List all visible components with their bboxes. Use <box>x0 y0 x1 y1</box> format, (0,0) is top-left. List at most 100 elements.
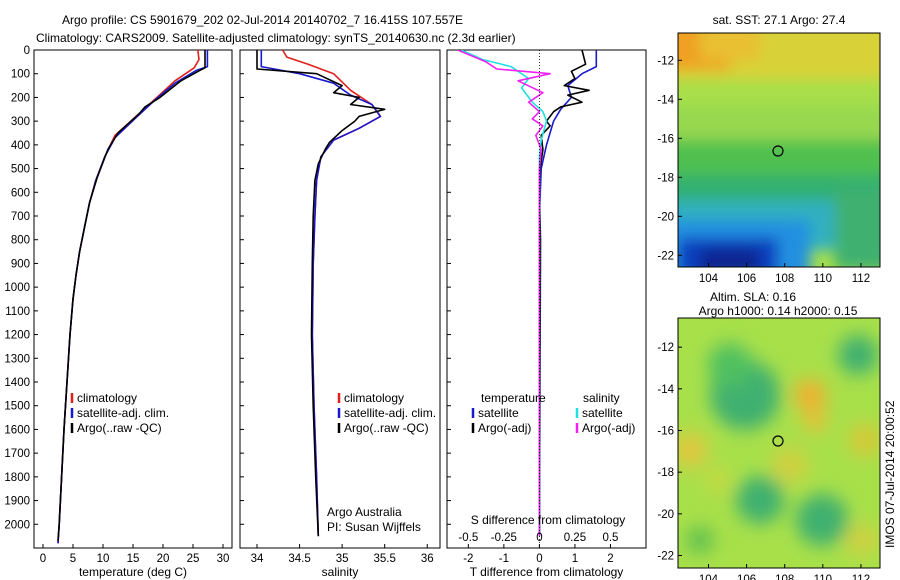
figure-title-line2: Climatology: CARS2009. Satellite-adjuste… <box>36 31 516 45</box>
sla-map-ytick-label: -18 <box>657 467 674 479</box>
temperature-profile-series-group <box>57 50 209 544</box>
sst-map-ytick-label: -20 <box>657 211 674 223</box>
salinity-profile-frame <box>239 49 441 549</box>
temperature-profile-ytick-label: 800 <box>11 235 30 247</box>
difference-profile-xtick-label: -2 <box>463 553 473 565</box>
temperature-profile-ytick-label: 400 <box>11 140 30 152</box>
sla-map-xtick-label: 104 <box>699 574 719 580</box>
sst-map-xtick-label: 110 <box>814 273 832 285</box>
salinity-legend-label: Argo(..raw -QC) <box>344 421 429 435</box>
salinity-profile-xtick-label: 34 <box>251 553 264 565</box>
temperature-profile-xtick-label: 20 <box>157 553 170 565</box>
temperature-profile-xtick-label: 10 <box>97 553 110 565</box>
sst-map: 104 106 108 110 112 -12 -14 -16 -18 -20 -22 <box>657 32 881 285</box>
sla-map: 104 106 108 110 112 -12 -14 -16 -18 -20 -22 <box>657 317 881 580</box>
sst-map-ytick-label: -16 <box>657 133 674 145</box>
salinity-profile-xtick-label: 36 <box>421 553 434 565</box>
sst-map-ytick-label: -12 <box>657 55 674 67</box>
temperature-profile-ytick-label: 1000 <box>4 282 30 294</box>
difference-salinity-legend-label: Argo(-adj) <box>582 421 635 435</box>
temperature-profile-ytick-label: 200 <box>11 92 30 104</box>
temperature-profile-xtick-label: 5 <box>70 553 76 565</box>
temperature-profile-ytick-label: 1500 <box>4 401 30 413</box>
difference-salinity-legend-label: satellite <box>582 406 623 420</box>
sla-map-xtick-label: 106 <box>737 574 756 580</box>
temperature-profile-ytick-label: 900 <box>11 258 30 270</box>
temperature-profile-ytick-label: 700 <box>11 211 30 223</box>
difference-legend-header-salinity: salinity <box>583 391 620 405</box>
temperature-profile-ytick-label: 0 <box>24 45 30 57</box>
sla-map-xtick-label: 110 <box>814 574 832 580</box>
sst-map-xtick-label: 112 <box>852 273 870 285</box>
difference-temperature-legend-label: satellite <box>478 406 519 420</box>
temperature-profile-xtick-label: 0 <box>40 553 46 565</box>
sla-map-ytick-label: -12 <box>657 342 674 354</box>
temperature-profile-ytick-label: 1900 <box>4 496 30 508</box>
temperature-profile-ytick-label: 300 <box>11 116 30 128</box>
difference-profile-series-3 <box>457 50 551 537</box>
salinity-profile-xtick-label: 35 <box>336 553 349 565</box>
sla-map-ytick-label: -14 <box>657 384 674 396</box>
difference-profile-series-1 <box>538 50 590 537</box>
sst-map-xtick-label: 104 <box>699 273 719 285</box>
temperature-profile-series-2 <box>57 50 206 541</box>
difference-profile-xtick-label: -1 <box>499 553 509 565</box>
salinity-annotation-line1: Argo Australia <box>327 505 402 519</box>
temperature-profile-ytick-label: 1300 <box>4 353 30 365</box>
sla-map-ytick-label: -16 <box>657 426 674 438</box>
imos-stamp: IMOS 07-Jul-2014 20:00:52 <box>883 400 897 548</box>
temperature-panel: 0 5 10 15 20 25 300100200300400500600700800900… <box>4 45 233 579</box>
difference-profile-xtick-label: 0 <box>536 553 542 565</box>
sst-argo-marker <box>772 145 784 157</box>
salinity-profile-xtick-label: 35.5 <box>373 553 395 565</box>
difference-panel: -2 -0.5 -1 -0.25 0 0 1 0.25 2 0.5 T difference fro… <box>446 49 647 579</box>
sst-map-title: sat. SST: 27.1 Argo: 27.4 <box>713 13 846 27</box>
difference-profile-stick-label: -0.25 <box>491 532 517 544</box>
difference-profile-xtick-label: 2 <box>607 553 613 565</box>
temperature-profile-ytick-label: 500 <box>11 164 30 176</box>
sla-map-xtick-label: 112 <box>852 574 870 580</box>
temperature-profile-xtick-label: 15 <box>127 553 140 565</box>
temperature-profile-ytick-label: 600 <box>11 187 30 199</box>
temperature-profile-ytick-label: 100 <box>11 69 30 81</box>
temperature-profile-xtick-label: 30 <box>217 553 230 565</box>
difference-top-xlabel: S difference from climatology <box>471 513 626 527</box>
salinity-annotation-line2: PI: Susan Wijffels <box>327 520 421 534</box>
difference-legend-header-temperature: temperature <box>481 391 546 405</box>
sla-map-xtick-label: 108 <box>775 574 794 580</box>
temperature-profile-ytick-label: 1400 <box>4 377 30 389</box>
salinity-profile-xtick-label: 34.5 <box>288 553 310 565</box>
difference-profile-series-0 <box>538 50 598 537</box>
temperature-profile-frame <box>33 49 233 549</box>
sla-map-title-line2: Argo h1000: 0.14 h2000: 0.15 <box>699 304 858 318</box>
sst-map-ytick-label: -18 <box>657 172 674 184</box>
salinity-profile-series-0 <box>281 50 382 537</box>
difference-profile-frame <box>446 49 647 549</box>
temperature-profile-ytick-label: 1600 <box>4 424 30 436</box>
difference-profile-series-group <box>457 50 598 537</box>
sla-map-ytick-label: -22 <box>657 551 674 563</box>
salinity-legend-label: satellite-adj. clim. <box>344 406 436 420</box>
salinity-profile-series-1 <box>260 50 382 537</box>
salinity-legend-label: climatology <box>344 391 404 405</box>
sst-map-ytick-label: -14 <box>657 94 674 106</box>
difference-profile-stick-label: 0.25 <box>564 532 586 544</box>
figure-title-line1: Argo profile: CS 5901679_202 02-Jul-2014… <box>62 13 463 27</box>
sst-map-xtick-label: 108 <box>775 273 794 285</box>
temperature-profile-ytick-label: 1700 <box>4 448 30 460</box>
temperature-profile-ytick-label: 1800 <box>4 472 30 484</box>
difference-profile-series-2 <box>460 50 548 537</box>
temperature-profile-xlabel: temperature (deg C) <box>79 565 187 579</box>
temperature-profile-series-1 <box>57 50 209 544</box>
sst-map-xtick-label: 106 <box>737 273 756 285</box>
salinity-panel: 34 34.5 35 35.5 36 salinity climatologysatelli… <box>239 49 441 579</box>
salinity-profile-xlabel: salinity <box>322 565 359 579</box>
sst-map-ytick-label: -22 <box>657 250 674 262</box>
temperature-profile-ytick-label: 1200 <box>4 330 30 342</box>
sla-map-ytick-label: -20 <box>657 509 674 521</box>
temperature-legend-label: Argo(..raw -QC) <box>77 421 162 435</box>
temperature-legend-label: satellite-adj. clim. <box>77 406 169 420</box>
temperature-profile-xtick-label: 25 <box>187 553 200 565</box>
sla-argo-marker <box>772 435 784 447</box>
